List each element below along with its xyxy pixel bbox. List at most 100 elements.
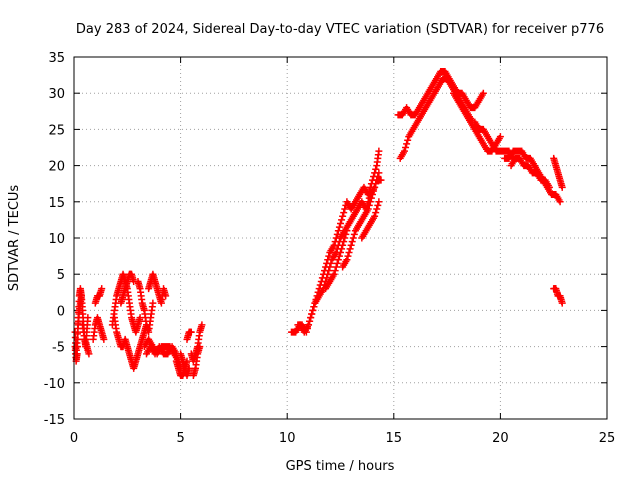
data-point — [326, 263, 334, 271]
series-arc-12 — [142, 343, 180, 358]
data-point — [325, 267, 333, 275]
data-point — [368, 191, 376, 199]
y-tick-labels: -15 -10 -5 0 5 10 15 20 25 30 35 — [44, 51, 65, 428]
gridlines — [74, 57, 607, 419]
data-point — [74, 335, 82, 343]
chart-title: Day 283 of 2024, Sidereal Day-to-day VTE… — [76, 22, 604, 37]
data-point — [310, 303, 318, 311]
data-point — [479, 89, 487, 97]
y-tick-label: -10 — [44, 377, 65, 392]
series-arc-14 — [177, 350, 193, 380]
data-point — [309, 306, 317, 314]
data-point — [335, 223, 343, 231]
data-point — [372, 180, 380, 188]
data-point — [366, 198, 374, 206]
x-tick-label: 0 — [70, 431, 78, 446]
series-arc-10 — [145, 270, 170, 307]
data-point — [373, 205, 381, 213]
series-arc-17 — [183, 328, 195, 343]
data-point — [342, 230, 350, 238]
data-point — [337, 248, 344, 256]
x-tick-label: 15 — [386, 431, 403, 446]
x-tick-label: 5 — [176, 431, 184, 446]
data-point — [341, 205, 349, 213]
series-arc-3 — [79, 321, 93, 358]
plot-frame — [73, 56, 608, 420]
x-tick-label: 25 — [599, 431, 616, 446]
data-point — [302, 328, 310, 336]
series-arc-26 — [471, 118, 517, 162]
data-point — [327, 259, 335, 267]
data-point — [84, 314, 92, 322]
data-point — [349, 234, 357, 242]
data-point — [338, 216, 346, 224]
series-arc-30 — [550, 285, 566, 307]
data-point — [85, 350, 93, 358]
y-tick-label: 35 — [48, 51, 65, 66]
series-arc-4 — [89, 314, 108, 343]
data-point — [367, 194, 375, 202]
series-arc-7 — [111, 314, 150, 372]
data-point — [339, 212, 347, 220]
x-tick-label: 10 — [279, 431, 296, 446]
y-tick-label: -15 — [44, 413, 65, 428]
y-tick-label: 20 — [48, 160, 65, 175]
data-point — [545, 183, 553, 191]
data-point — [337, 220, 344, 228]
data-point — [404, 136, 412, 144]
series-arc-24 — [394, 67, 487, 119]
data-point — [343, 227, 351, 235]
series-arc-9 — [134, 277, 157, 336]
data-point — [307, 314, 315, 322]
data-point — [303, 325, 311, 332]
data-point — [372, 165, 380, 173]
data-point — [348, 238, 356, 246]
x-axis-label: GPS time / hours — [286, 459, 395, 474]
data-point — [556, 198, 564, 206]
series-arc-23 — [396, 75, 477, 162]
y-tick-label: 30 — [48, 87, 65, 102]
data-point — [375, 198, 383, 206]
data-point — [100, 335, 108, 343]
data-point — [330, 270, 338, 278]
data-point — [73, 350, 81, 358]
data-point — [334, 256, 342, 264]
data-point — [377, 176, 385, 184]
y-tick-label: 10 — [48, 232, 65, 247]
series-arc-5 — [91, 285, 106, 307]
data-point — [375, 147, 383, 155]
data-point — [345, 248, 353, 256]
data-point — [372, 209, 380, 217]
data-point — [374, 201, 382, 209]
x-tick-labels: 0 5 10 15 20 25 — [70, 431, 615, 446]
data-point — [371, 212, 379, 220]
data-point — [350, 230, 358, 238]
data-point — [364, 205, 372, 213]
data-point — [98, 285, 106, 293]
y-tick-label: 15 — [48, 196, 65, 211]
x-tick-label: 20 — [492, 431, 509, 446]
data-point — [346, 245, 354, 253]
data-point — [375, 169, 383, 177]
data-point — [305, 321, 313, 329]
data-point — [162, 292, 170, 300]
data-point — [347, 241, 355, 249]
data-point — [370, 187, 378, 195]
data-point — [496, 133, 504, 141]
data-point — [77, 292, 85, 300]
data-point — [341, 234, 349, 242]
data-point — [332, 263, 340, 271]
data-point — [185, 364, 193, 372]
data-point — [343, 256, 351, 264]
axis-ticks — [73, 56, 608, 420]
data-point — [402, 144, 410, 151]
y-tick-label: 5 — [57, 268, 65, 283]
data-point — [558, 183, 566, 191]
y-tick-label: -5 — [52, 341, 65, 356]
data-point — [371, 183, 379, 191]
series-arc-16 — [189, 343, 204, 380]
data-point — [73, 343, 81, 351]
data-point — [324, 270, 332, 278]
data-point — [331, 267, 339, 275]
